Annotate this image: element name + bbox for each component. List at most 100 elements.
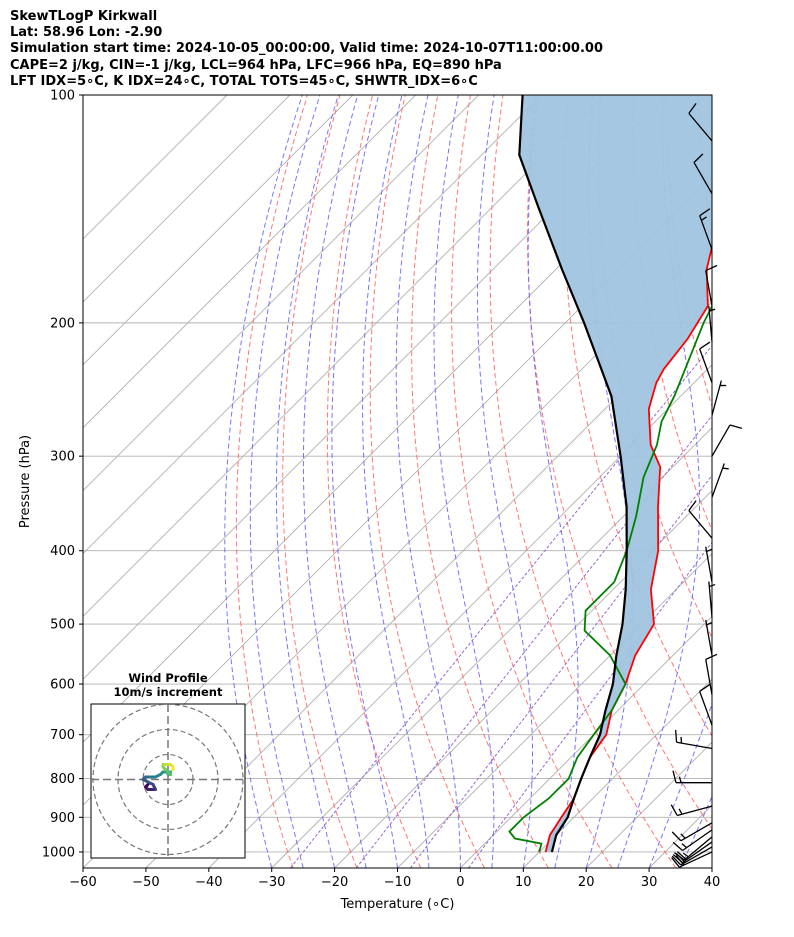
moist-adiabat <box>527 95 579 868</box>
hodograph-plot <box>91 704 245 858</box>
y-tick-label: 100 <box>50 89 75 104</box>
isotherm <box>83 95 668 680</box>
wind-barb <box>688 102 713 142</box>
isotherm <box>83 95 542 555</box>
dry-adiabat <box>764 95 794 868</box>
wind-barb <box>711 424 743 457</box>
y-tick-label: 300 <box>50 450 75 465</box>
isotherm <box>145 301 712 868</box>
isotherm <box>83 95 291 303</box>
wind-barb <box>693 153 713 194</box>
moist-adiabat <box>648 702 712 868</box>
moist-adiabat <box>433 95 495 868</box>
wind-barb <box>699 341 713 384</box>
time-line: Simulation start time: 2024-10-05_00:00:… <box>10 41 603 56</box>
location-line: Lat: 58.96 Lon: -2.90 <box>10 25 163 40</box>
wind-barb <box>705 619 713 656</box>
x-axis-label: Temperature (∘C) <box>340 897 455 912</box>
moist-adiabat <box>476 95 533 868</box>
dewpoint-line <box>508 304 712 853</box>
x-tick-label: −20 <box>321 875 348 890</box>
wind-barb <box>675 729 713 750</box>
isotherm <box>775 95 794 868</box>
mixing-ratio-line <box>409 474 712 868</box>
isotherm <box>83 95 605 618</box>
isotherm <box>522 678 712 868</box>
wind-barb <box>708 581 716 618</box>
isotherm <box>83 95 417 429</box>
indices-line: LFT IDX=5∘C, K IDX=24∘C, TOTAL TOTS=45∘C… <box>10 74 478 89</box>
x-tick-label: 40 <box>704 875 721 890</box>
y-tick-label: 700 <box>50 728 75 743</box>
dry-adiabat <box>489 95 677 868</box>
dry-adiabat <box>731 95 794 868</box>
isotherm <box>711 867 712 868</box>
wind-barb <box>705 546 713 583</box>
x-tick-label: −10 <box>384 875 411 890</box>
y-tick-label: 1000 <box>42 845 75 860</box>
y-tick-label: 500 <box>50 618 75 633</box>
y-tick-label: 800 <box>50 772 75 787</box>
dry-adiabat <box>697 95 712 241</box>
wind-barb <box>699 208 713 250</box>
wind-barb <box>699 683 713 726</box>
mixing-ratio-line <box>290 344 712 868</box>
moist-adiabat <box>617 95 700 868</box>
isotherm <box>83 95 228 240</box>
wind-barb <box>711 380 727 416</box>
y-tick-label: 900 <box>50 811 75 826</box>
y-tick-label: 200 <box>50 316 75 331</box>
wind-barb <box>705 653 718 695</box>
y-tick-label: 600 <box>50 678 75 693</box>
moist-adiabat <box>711 866 712 868</box>
cape-shading <box>519 95 712 852</box>
wind-barb <box>670 804 713 817</box>
isotherm <box>83 95 354 366</box>
dry-adiabat <box>526 95 712 830</box>
moist-adiabat <box>275 95 339 868</box>
wind-barb <box>672 829 713 852</box>
x-tick-label: −40 <box>195 875 222 890</box>
moist-adiabat <box>395 95 461 868</box>
x-tick-label: −60 <box>69 875 96 890</box>
x-tick-label: −50 <box>132 875 159 890</box>
parcel-line <box>518 95 628 853</box>
x-tick-label: −30 <box>258 875 285 890</box>
wind-barb <box>672 770 712 784</box>
dry-adiabat <box>451 95 613 868</box>
dry-adiabat <box>369 95 485 868</box>
dry-adiabat <box>235 95 308 868</box>
wind-barb <box>711 463 729 498</box>
wind-barb <box>672 841 713 864</box>
moist-adiabat <box>249 95 321 868</box>
mixing-ratio-line <box>355 414 712 868</box>
chart-title: SkewTLogP Kirkwall <box>10 9 158 24</box>
x-tick-label: 30 <box>641 875 658 890</box>
x-tick-label: 20 <box>578 875 595 890</box>
isotherm <box>83 95 479 492</box>
hodograph-title: Wind Profile <box>128 671 208 685</box>
y-tick-label: 400 <box>50 544 75 559</box>
wind-barb <box>708 306 716 343</box>
y-axis-label: Pressure (hPa) <box>18 435 33 528</box>
wind-barb <box>705 264 718 307</box>
dry-adiabat <box>563 95 712 737</box>
isotherm <box>397 552 712 868</box>
x-tick-label: 0 <box>456 875 464 890</box>
moist-adiabat <box>362 95 430 868</box>
wind-barb <box>671 822 713 842</box>
wind-barb <box>674 836 713 861</box>
hodograph-subtitle: 10m/s increment <box>114 685 223 699</box>
isotherm <box>334 489 712 868</box>
x-tick-label: 10 <box>515 875 532 890</box>
dry-adiabat <box>411 95 549 868</box>
wind-barb <box>688 500 713 539</box>
moist-adiabat <box>680 795 712 868</box>
cape-line: CAPE=2 j/kg, CIN=-1 j/kg, LCL=964 hPa, L… <box>10 58 502 73</box>
moist-adiabat <box>331 95 398 868</box>
moist-adiabat <box>224 95 303 868</box>
moist-adiabat <box>302 95 367 868</box>
dry-adiabat <box>282 95 358 868</box>
isotherm <box>460 615 712 868</box>
